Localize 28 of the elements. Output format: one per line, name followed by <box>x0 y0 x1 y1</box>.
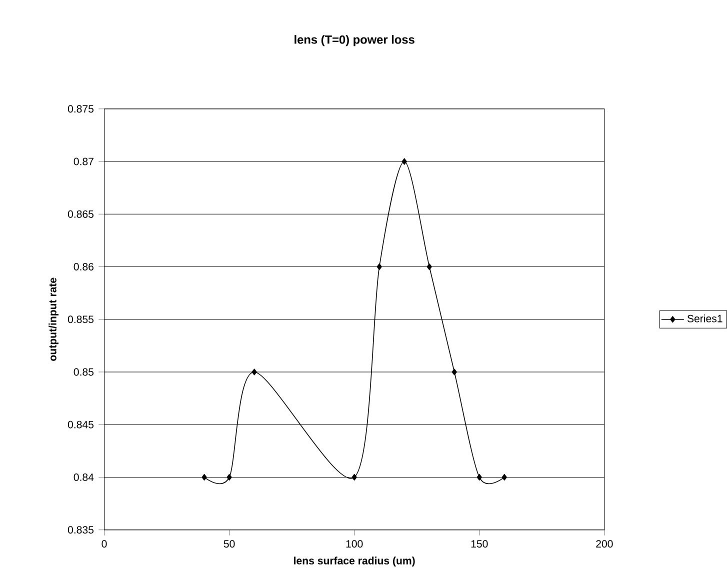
y-tick-label: 0.865 <box>68 210 94 218</box>
point <box>426 263 432 270</box>
y-tick-label: 0.845 <box>68 420 94 428</box>
point <box>226 474 232 480</box>
point <box>252 368 257 376</box>
y-tick-label: 0.85 <box>74 368 94 376</box>
y-tick-label: 0.86 <box>74 262 94 270</box>
y-tick-label: 0.84 <box>74 473 94 481</box>
y-tick-label: 0.875 <box>68 105 94 112</box>
point <box>352 474 357 480</box>
y-tick-label: 0.835 <box>68 526 94 534</box>
y-tick-label: 0.87 <box>74 158 94 166</box>
x-tick-label: 200 <box>596 540 613 548</box>
point <box>502 474 507 480</box>
point <box>452 368 457 376</box>
legend-label: Series1 <box>687 314 722 322</box>
y-axis-title: output/input rate <box>48 278 58 361</box>
x-tick-label: 100 <box>346 540 363 548</box>
x-axis-title: lens surface radius (um) <box>294 556 415 566</box>
point <box>202 474 207 480</box>
x-tick-label: 50 <box>224 540 235 548</box>
chart-title: lens (T=0) power loss <box>294 34 414 46</box>
y-tick-label: 0.855 <box>68 316 94 323</box>
x-tick-label: 0 <box>102 540 107 548</box>
point <box>402 158 407 165</box>
x-tick-label: 150 <box>471 540 488 548</box>
point <box>376 263 382 270</box>
point <box>476 474 482 480</box>
